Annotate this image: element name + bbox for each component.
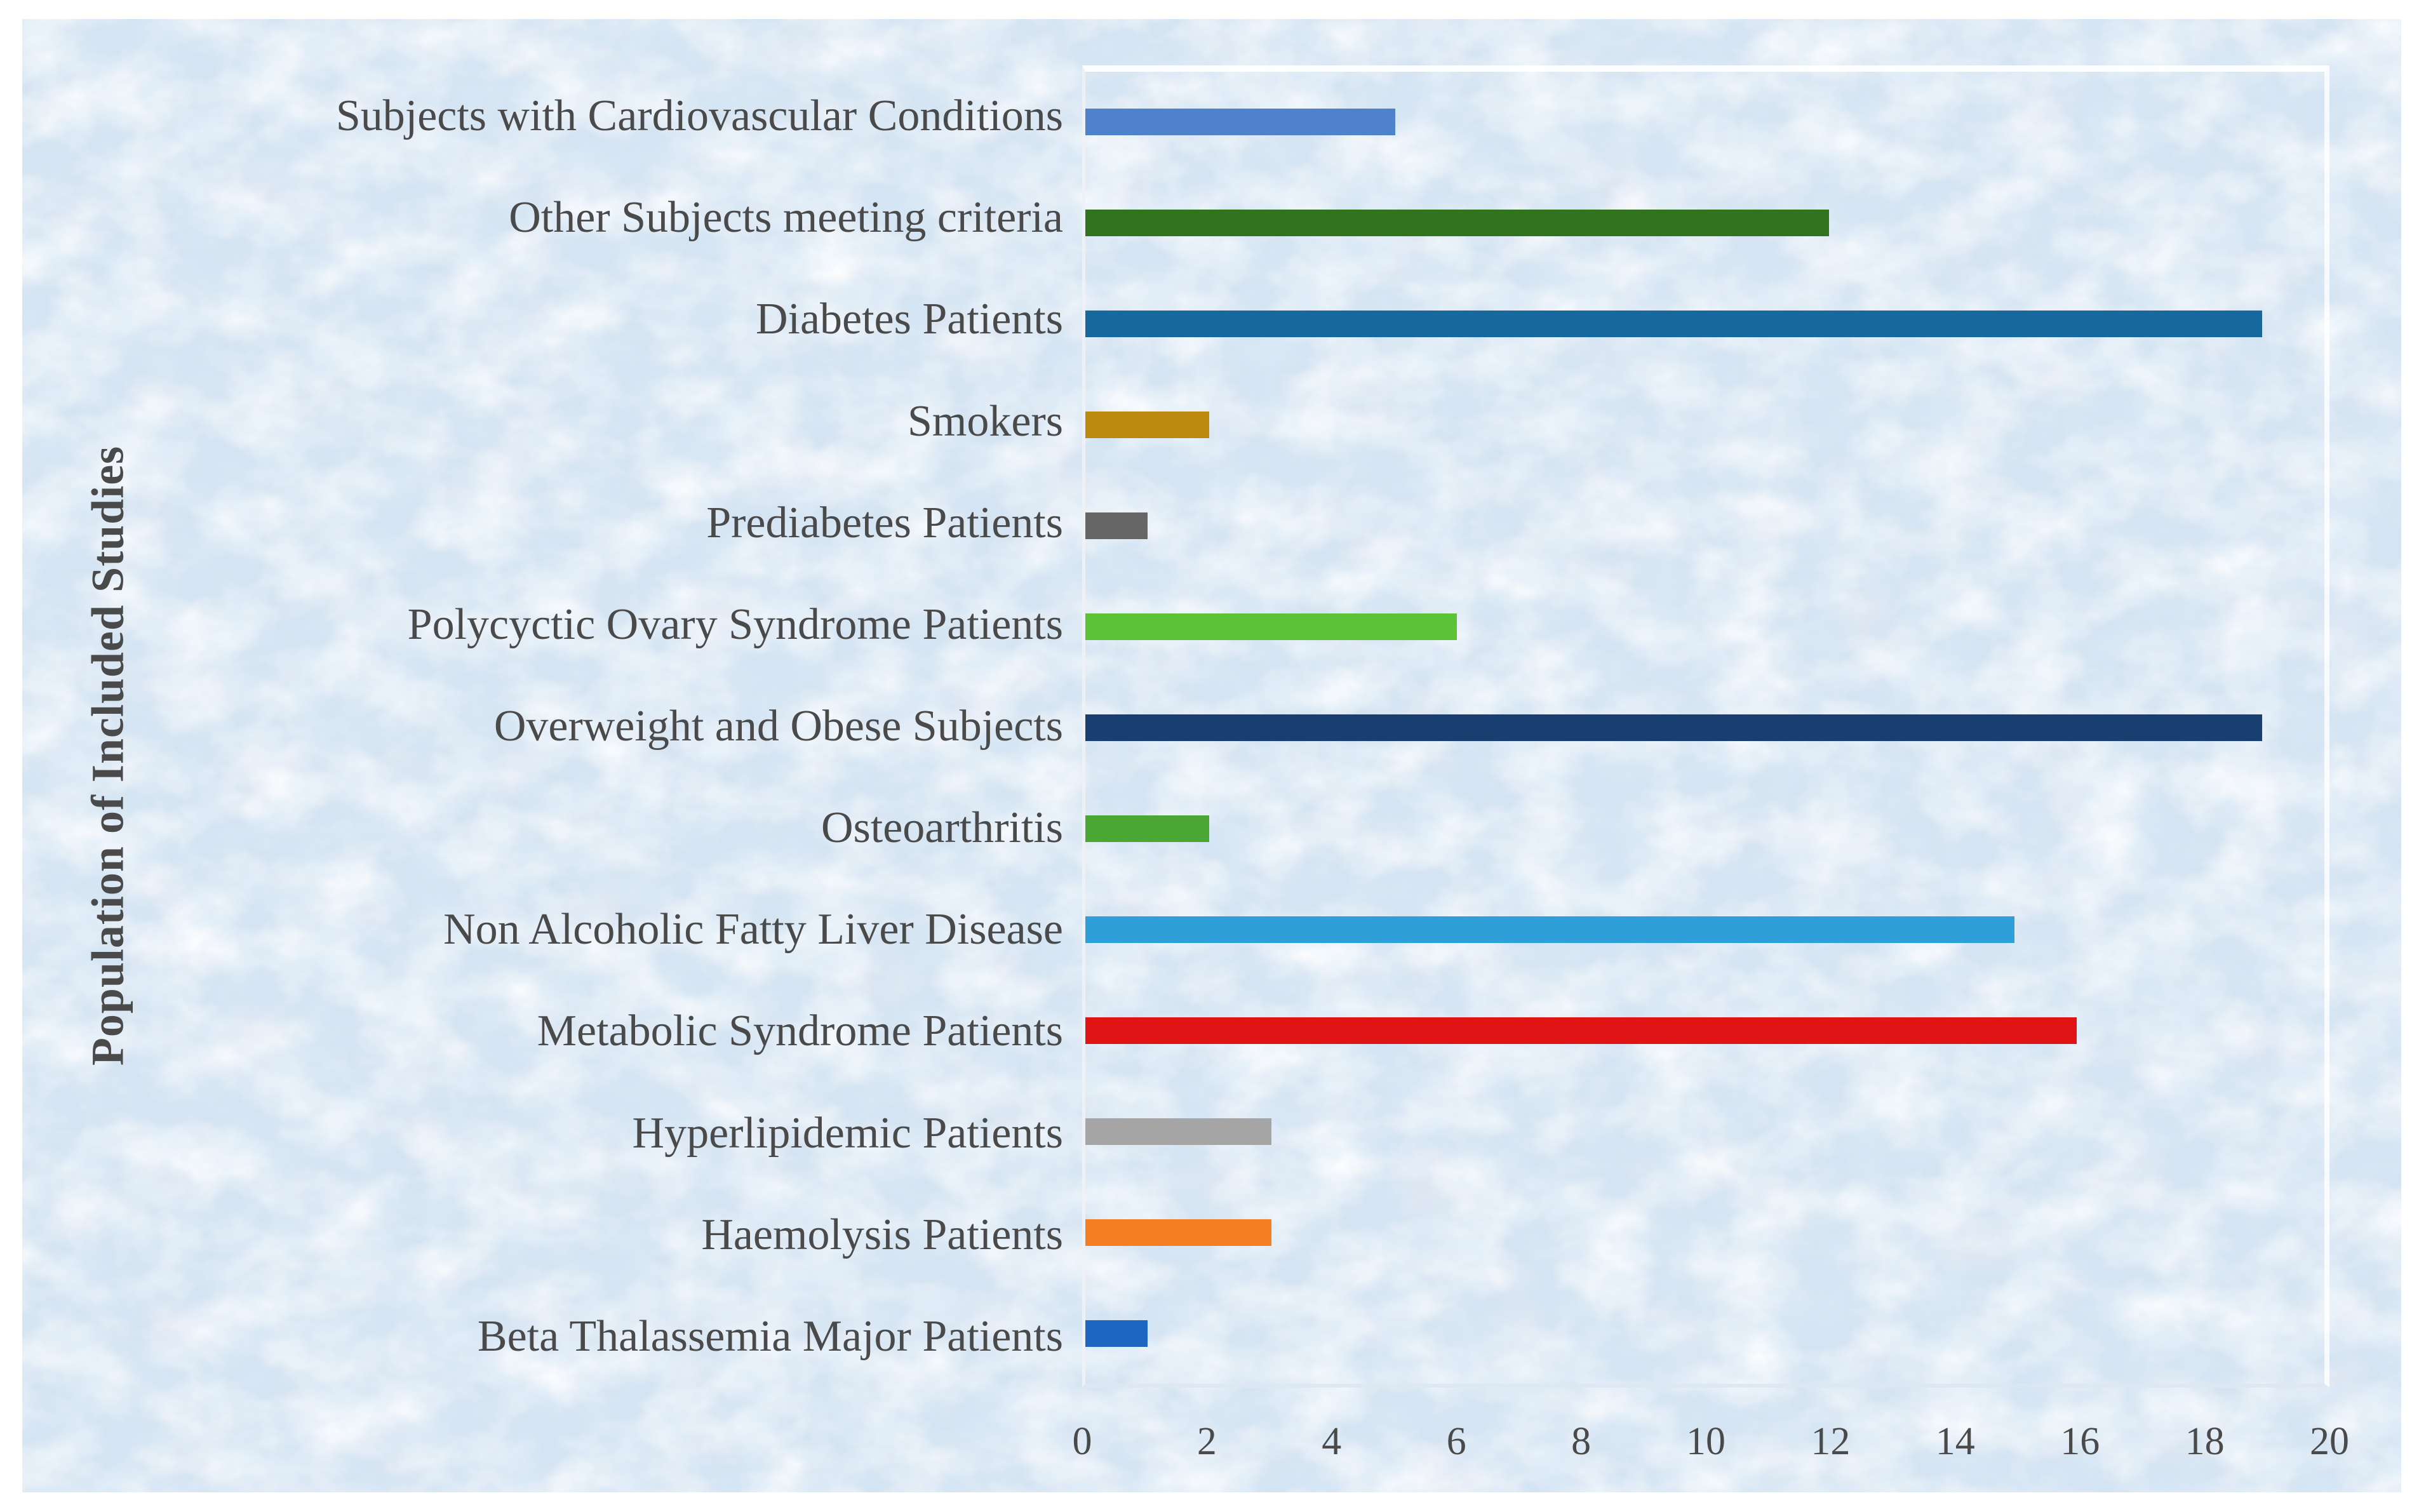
category-label-row: Osteoarthritis: [22, 777, 1063, 879]
bar: [1085, 411, 1210, 439]
bar: [1085, 512, 1148, 540]
bar-row: [1085, 1182, 2324, 1283]
category-label-row: Non Alcoholic Fatty Liver Disease: [22, 879, 1063, 980]
x-axis-ticks: 0 2 4 6 8 10 12 14 16 18 20: [1073, 1419, 2350, 1476]
x-tick-label: 16: [2060, 1420, 2100, 1463]
bar: [1085, 311, 2263, 338]
category-label-row: Beta Thalassemia Major Patients: [22, 1286, 1063, 1388]
x-tick-label: 18: [2185, 1420, 2225, 1463]
category-label: Haemolysis Patients: [701, 1210, 1063, 1259]
category-label-row: Metabolic Syndrome Patients: [22, 980, 1063, 1082]
x-tick-label: 20: [2310, 1420, 2349, 1463]
bar: [1085, 1219, 1271, 1246]
category-label: Beta Thalassemia Major Patients: [477, 1311, 1063, 1361]
x-tick-label: 2: [1196, 1420, 1217, 1463]
bar: [1085, 714, 2263, 741]
bar-row: [1085, 1283, 2324, 1384]
bar-row: [1085, 577, 2324, 678]
category-label: Osteoarthritis: [821, 803, 1063, 853]
bar-row: [1085, 375, 2324, 476]
category-labels: Subjects with Cardiovascular Conditions O…: [22, 65, 1063, 1388]
category-label-row: Smokers: [22, 370, 1063, 472]
x-tick-label: 14: [1935, 1420, 1975, 1463]
category-label: Subjects with Cardiovascular Conditions: [335, 91, 1063, 141]
category-label: Overweight and Obese Subjects: [493, 702, 1063, 751]
bar-row: [1085, 678, 2324, 779]
category-label: Non Alcoholic Fatty Liver Disease: [443, 905, 1063, 954]
category-label-row: Subjects with Cardiovascular Conditions: [22, 65, 1063, 167]
bar: [1085, 613, 1457, 641]
category-label: Metabolic Syndrome Patients: [537, 1007, 1063, 1056]
category-label-row: Diabetes Patients: [22, 269, 1063, 370]
bar-row: [1085, 72, 2324, 173]
bar: [1085, 210, 1829, 237]
category-label: Other Subjects meeting criteria: [509, 193, 1063, 243]
bar-row: [1085, 173, 2324, 274]
bar-row: [1085, 980, 2324, 1081]
category-label: Diabetes Patients: [755, 295, 1063, 344]
category-label-row: Prediabetes Patients: [22, 472, 1063, 574]
category-label-row: Hyperlipidemic Patients: [22, 1083, 1063, 1184]
category-label-row: Polycyctic Ovary Syndrome Patients: [22, 574, 1063, 676]
x-tick-label: 8: [1571, 1420, 1591, 1463]
bar: [1085, 916, 2015, 943]
background-texture: [22, 19, 2401, 1492]
category-label-row: Overweight and Obese Subjects: [22, 676, 1063, 777]
chart-canvas: Population of Included Studies Subjects …: [22, 19, 2401, 1492]
plot-area: [1082, 65, 2329, 1388]
category-label: Hyperlipidemic Patients: [632, 1108, 1063, 1158]
bar: [1085, 109, 1395, 136]
category-label: Smokers: [908, 396, 1063, 446]
bar: [1085, 1017, 2077, 1044]
category-label-row: Other Subjects meeting criteria: [22, 167, 1063, 269]
bar-row: [1085, 274, 2324, 375]
bar: [1085, 1118, 1271, 1145]
bar-row: [1085, 1081, 2324, 1182]
category-label-row: Haemolysis Patients: [22, 1184, 1063, 1286]
x-tick-label: 0: [1072, 1420, 1092, 1463]
bar-row: [1085, 476, 2324, 577]
x-tick-label: 10: [1686, 1420, 1725, 1463]
category-label: Polycyctic Ovary Syndrome Patients: [407, 599, 1063, 649]
bar-row: [1085, 778, 2324, 879]
bar: [1085, 1320, 1148, 1347]
x-tick-label: 6: [1446, 1420, 1466, 1463]
x-tick-label: 4: [1322, 1420, 1342, 1463]
category-label: Prediabetes Patients: [706, 498, 1063, 547]
bar-row: [1085, 879, 2324, 980]
bar: [1085, 815, 1210, 842]
x-tick-label: 12: [1811, 1420, 1851, 1463]
